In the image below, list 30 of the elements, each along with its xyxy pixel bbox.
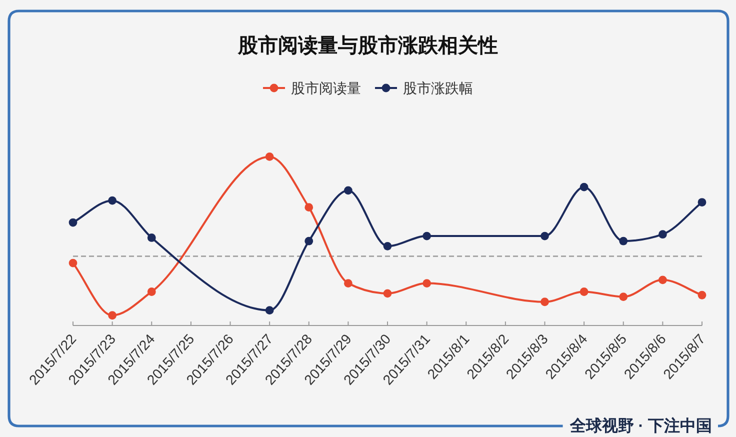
point	[304, 236, 314, 246]
point	[108, 311, 117, 320]
point	[540, 298, 549, 306]
point	[658, 230, 667, 239]
point	[68, 218, 78, 227]
point	[658, 276, 667, 284]
point	[540, 232, 549, 240]
point	[422, 232, 432, 240]
point	[698, 198, 706, 206]
point	[580, 182, 588, 192]
legend-label: 股市涨跌幅	[403, 80, 473, 96]
point	[265, 152, 274, 161]
point	[698, 290, 706, 300]
point	[383, 289, 392, 298]
point	[344, 186, 352, 195]
legend-label: 股市阅读量	[291, 80, 361, 96]
point	[304, 203, 314, 212]
point	[147, 288, 156, 296]
point	[422, 279, 432, 288]
chart-title: 股市阅读量与股市涨跌相关性	[237, 34, 498, 57]
point	[344, 279, 352, 288]
point	[619, 236, 628, 246]
point	[265, 306, 274, 315]
point	[383, 242, 392, 250]
point	[147, 234, 156, 242]
point	[108, 196, 117, 205]
point	[68, 258, 78, 268]
point	[580, 288, 588, 296]
text: 全球视野 · 下注中国	[568, 417, 712, 435]
point	[619, 292, 628, 302]
